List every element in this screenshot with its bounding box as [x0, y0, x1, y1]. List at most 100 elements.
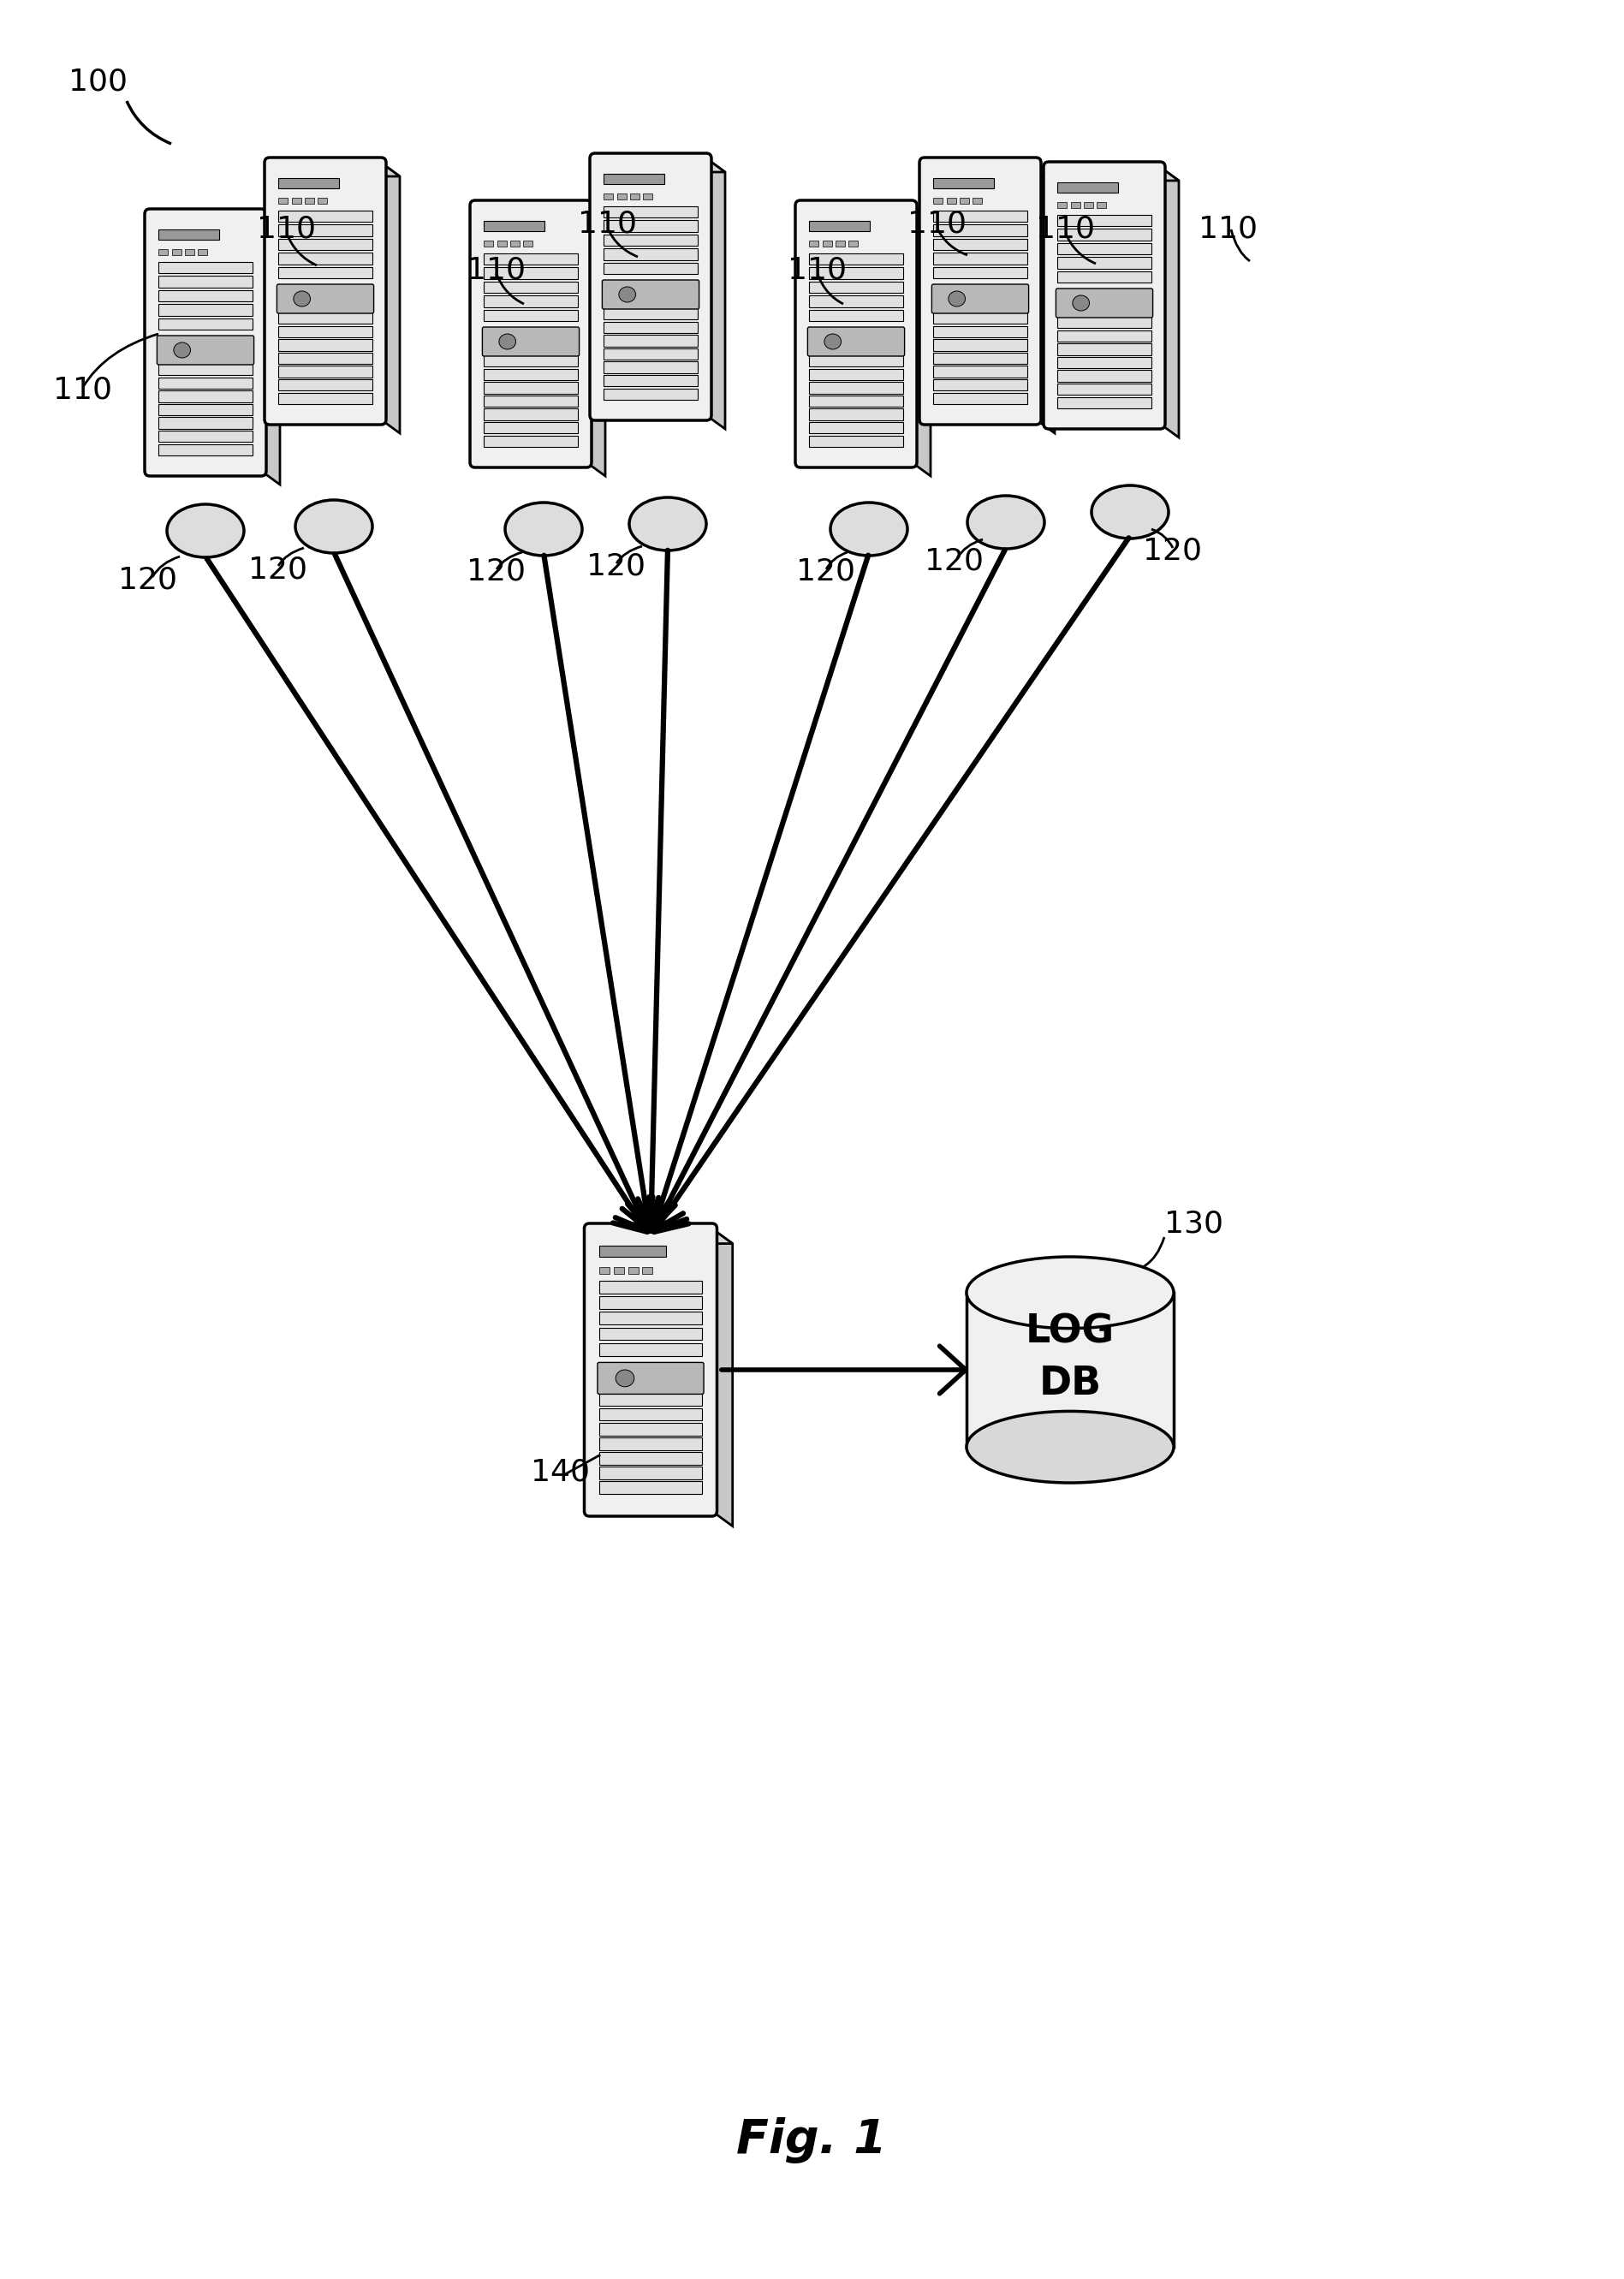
- Bar: [279, 210, 372, 221]
- Bar: [604, 308, 697, 319]
- Bar: [159, 303, 252, 315]
- Bar: [643, 1267, 653, 1274]
- Bar: [159, 403, 252, 415]
- Polygon shape: [149, 214, 279, 228]
- Bar: [599, 1392, 702, 1406]
- Text: Fig. 1: Fig. 1: [736, 2117, 887, 2163]
- Bar: [1057, 330, 1151, 342]
- Bar: [822, 239, 831, 246]
- Bar: [1057, 369, 1151, 381]
- Text: 110: 110: [466, 255, 526, 285]
- Bar: [292, 198, 300, 203]
- Text: 110: 110: [54, 376, 112, 403]
- Bar: [305, 198, 313, 203]
- Bar: [849, 239, 857, 246]
- FancyArrowPatch shape: [638, 556, 869, 1231]
- Bar: [279, 326, 372, 337]
- Text: 120: 120: [796, 558, 856, 586]
- Bar: [934, 198, 944, 203]
- Bar: [1057, 358, 1151, 369]
- Bar: [599, 1267, 609, 1274]
- Ellipse shape: [505, 504, 581, 556]
- FancyBboxPatch shape: [590, 153, 711, 419]
- Bar: [599, 1408, 702, 1420]
- Bar: [934, 392, 1026, 403]
- Bar: [484, 383, 578, 394]
- Bar: [835, 239, 844, 246]
- Bar: [497, 239, 507, 246]
- Bar: [809, 267, 903, 278]
- Bar: [159, 262, 252, 273]
- Ellipse shape: [619, 287, 635, 303]
- Bar: [934, 253, 1026, 264]
- Bar: [966, 1292, 1174, 1447]
- Bar: [960, 198, 970, 203]
- Bar: [604, 173, 664, 185]
- Bar: [185, 248, 195, 255]
- Bar: [159, 319, 252, 330]
- Bar: [159, 444, 252, 456]
- Ellipse shape: [1072, 296, 1090, 310]
- Text: 110: 110: [257, 214, 317, 244]
- Bar: [604, 248, 697, 260]
- Bar: [934, 210, 1026, 221]
- Text: 100: 100: [68, 66, 128, 96]
- Bar: [809, 394, 903, 408]
- Polygon shape: [1049, 166, 1179, 180]
- Bar: [604, 321, 697, 333]
- Text: 110: 110: [578, 210, 637, 239]
- Bar: [599, 1326, 702, 1340]
- Bar: [599, 1247, 666, 1256]
- Bar: [934, 223, 1026, 235]
- Text: 140: 140: [531, 1459, 590, 1488]
- Bar: [617, 194, 627, 201]
- Bar: [934, 178, 994, 189]
- FancyBboxPatch shape: [807, 328, 905, 356]
- Bar: [484, 422, 578, 433]
- Bar: [599, 1481, 702, 1495]
- Polygon shape: [1160, 166, 1179, 438]
- Ellipse shape: [628, 497, 706, 552]
- Bar: [604, 376, 697, 387]
- FancyBboxPatch shape: [158, 335, 253, 365]
- Bar: [934, 267, 1026, 278]
- Ellipse shape: [825, 335, 841, 349]
- Ellipse shape: [966, 1411, 1174, 1484]
- Ellipse shape: [1091, 485, 1169, 538]
- FancyBboxPatch shape: [796, 201, 918, 467]
- Text: 130: 130: [1164, 1210, 1223, 1240]
- FancyArrowPatch shape: [645, 549, 1005, 1231]
- Bar: [809, 435, 903, 447]
- Bar: [279, 367, 372, 378]
- Bar: [809, 280, 903, 292]
- Bar: [809, 296, 903, 308]
- Bar: [159, 431, 252, 442]
- Bar: [599, 1297, 702, 1308]
- Bar: [643, 194, 653, 201]
- Bar: [1083, 201, 1093, 207]
- Bar: [809, 408, 903, 419]
- Bar: [809, 356, 903, 367]
- Bar: [934, 353, 1026, 365]
- Bar: [1057, 214, 1151, 226]
- Bar: [628, 1267, 638, 1274]
- Ellipse shape: [968, 497, 1044, 549]
- Polygon shape: [711, 1228, 732, 1527]
- Bar: [630, 194, 640, 201]
- Bar: [604, 235, 697, 246]
- Bar: [279, 267, 372, 278]
- Bar: [318, 198, 326, 203]
- FancyArrowPatch shape: [627, 549, 676, 1231]
- Ellipse shape: [966, 1256, 1174, 1329]
- Bar: [934, 312, 1026, 324]
- Bar: [599, 1438, 702, 1449]
- Bar: [599, 1452, 702, 1465]
- Polygon shape: [476, 205, 606, 219]
- Bar: [599, 1422, 702, 1436]
- Bar: [159, 248, 167, 255]
- Bar: [1057, 383, 1151, 394]
- Text: 120: 120: [466, 558, 526, 586]
- Ellipse shape: [294, 292, 310, 305]
- Bar: [484, 267, 578, 278]
- Bar: [604, 221, 697, 232]
